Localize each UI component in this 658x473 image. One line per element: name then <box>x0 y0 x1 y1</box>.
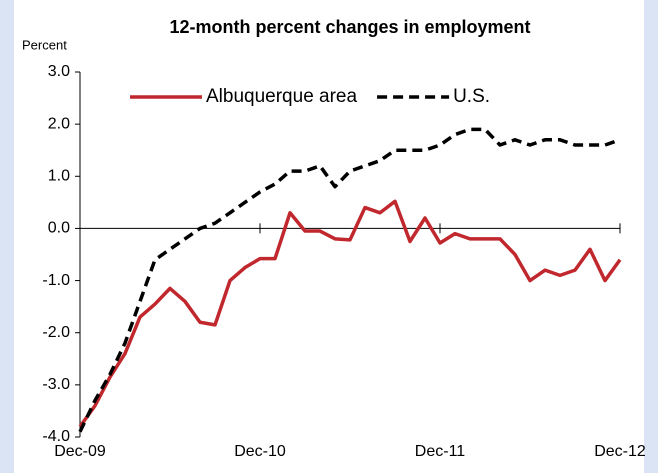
y-tick-label: -4.0 <box>42 428 70 445</box>
y-axis-label: Percent <box>22 37 67 52</box>
x-tick-label: Dec-11 <box>415 443 465 460</box>
x-tick-label: Dec-10 <box>234 443 286 460</box>
series-line <box>78 199 622 428</box>
y-tick-label: 2.0 <box>48 115 70 132</box>
x-tick-label: Dec-09 <box>54 443 106 460</box>
y-tick-label: 3.0 <box>48 63 70 80</box>
y-tick-label: -3.0 <box>42 376 70 393</box>
y-tick-label: -2.0 <box>42 324 70 341</box>
series-line <box>78 127 621 433</box>
y-tick-label: 1.0 <box>48 168 70 185</box>
y-tick-label: 0.0 <box>48 220 70 237</box>
legend-label: U.S. <box>453 86 490 107</box>
y-tick-label: -1.0 <box>42 272 70 289</box>
legend-label: Albuquerque area <box>206 86 357 107</box>
x-tick-label: Dec-12 <box>594 443 646 460</box>
chart-title: 12-month percent changes in employment <box>169 17 530 37</box>
